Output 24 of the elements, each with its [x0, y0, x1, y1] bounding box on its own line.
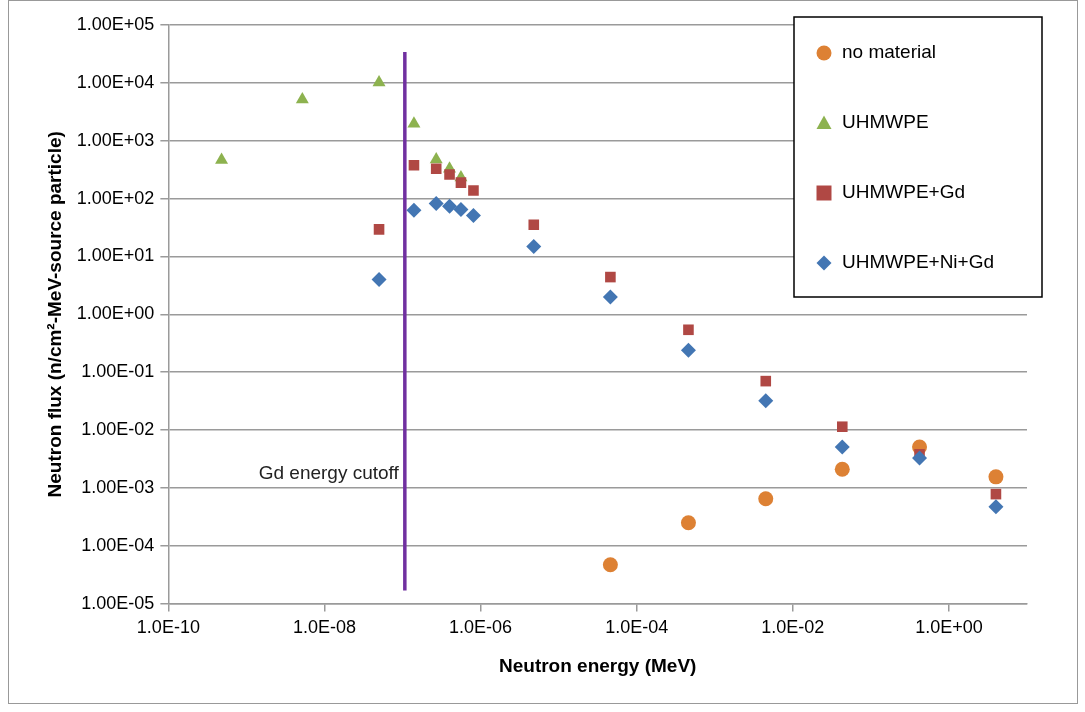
x-tick-label: 1.0E-06	[449, 617, 513, 638]
legend-label: no material	[842, 41, 936, 63]
legend-label: UHMWPE	[842, 111, 929, 133]
y-tick-label: 1.00E-05	[81, 592, 155, 613]
y-tick-label: 1.00E+03	[76, 129, 155, 150]
ref-line-label: Gd energy cutoff	[258, 462, 400, 484]
y-tick-label: 1.00E+00	[76, 303, 155, 324]
x-tick-label: 1.0E+00	[915, 617, 983, 638]
y-axis-title: Neutron flux (n/cm²-MeV-source particle)	[43, 131, 65, 498]
x-tick-label: 1.0E-08	[292, 617, 357, 638]
y-tick-label: 1.00E-04	[81, 534, 155, 555]
y-tick-label: 1.00E+04	[76, 71, 155, 92]
y-tick-label: 1.00E+02	[76, 187, 155, 208]
x-axis-title: Neutron energy (MeV)	[498, 654, 697, 676]
y-tick-label: 1.00E+01	[76, 245, 155, 266]
y-tick-label: 1.00E-03	[81, 476, 155, 497]
legend-label: UHMWPE+Gd	[842, 181, 965, 203]
y-tick-label: 1.00E-01	[81, 361, 155, 382]
y-tick-label: 1.00E-02	[81, 418, 155, 439]
x-tick-label: 1.0E-04	[605, 617, 669, 638]
x-tick-label: 1.0E-10	[136, 617, 200, 638]
x-tick-label: 1.0E-02	[761, 617, 825, 638]
y-tick-label: 1.00E+05	[76, 13, 155, 34]
legend-label: UHMWPE+Ni+Gd	[842, 251, 995, 273]
